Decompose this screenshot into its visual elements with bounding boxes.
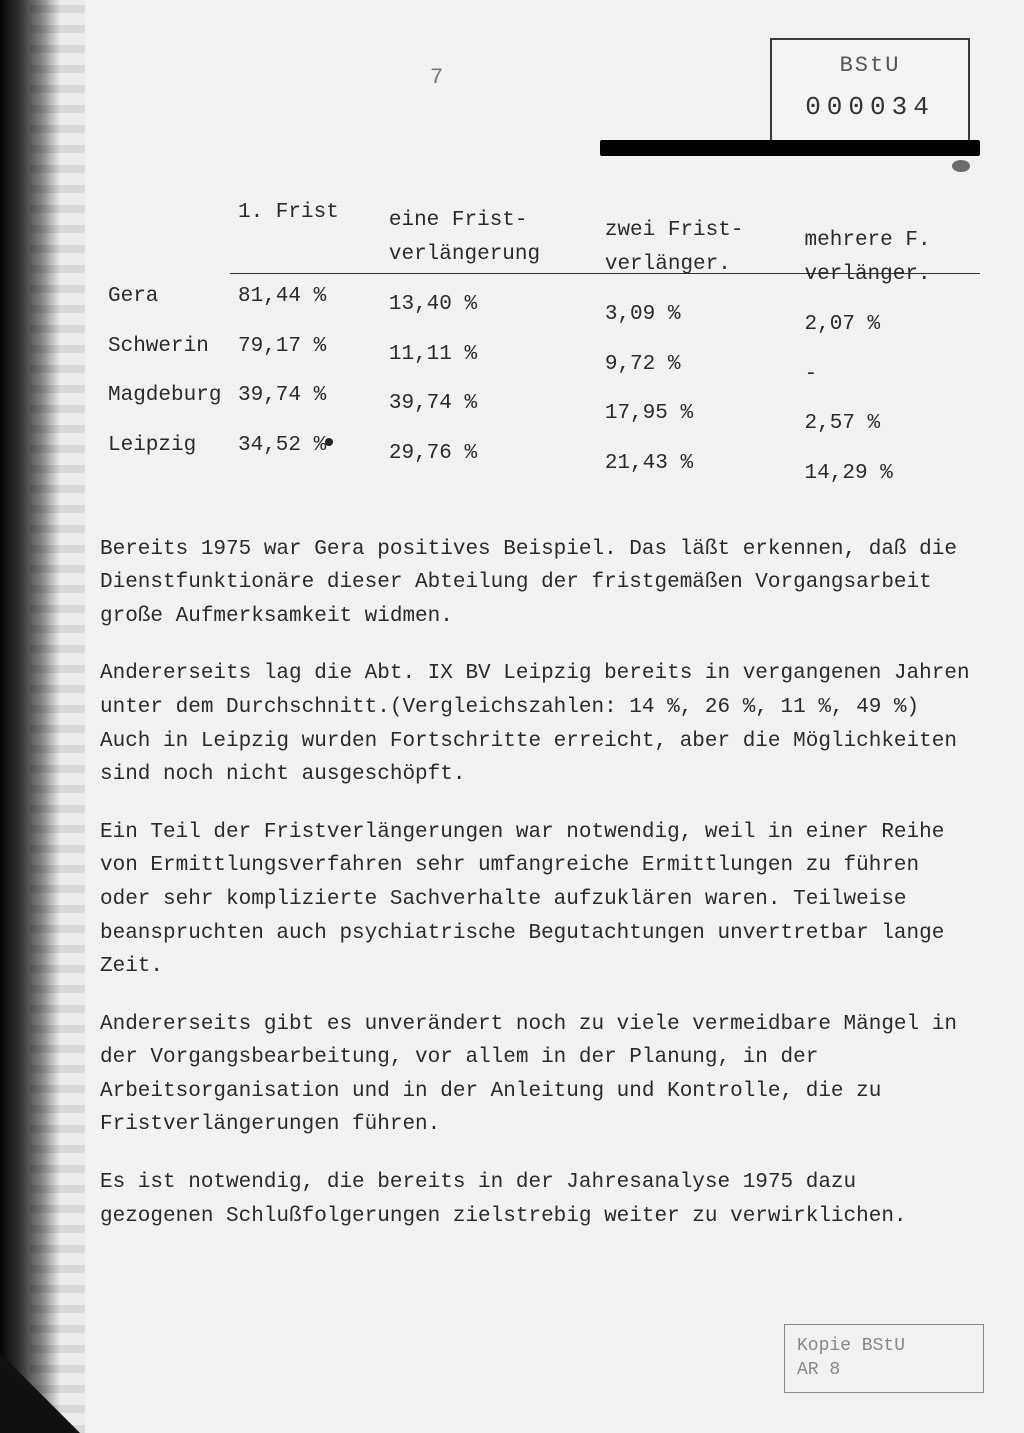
frist-table: 1. Frist eine Frist- verlängerung zwei F… <box>100 190 980 473</box>
cell: 39,74 % <box>381 381 597 431</box>
archive-stamp-top: BStU 000034 <box>770 38 970 145</box>
paragraph: Bereits 1975 war Gera positives Beispiel… <box>100 533 970 634</box>
cell: 13,40 % <box>381 282 597 332</box>
cell-city: Gera <box>100 274 230 324</box>
paragraph: Andererseits gibt es unverändert noch zu… <box>100 1008 970 1142</box>
paragraph: Andererseits lag die Abt. IX BV Leipzig … <box>100 657 970 791</box>
paragraph: Es ist notwendig, die bereits in der Jah… <box>100 1166 970 1233</box>
stamp-top-line2: 000034 <box>782 87 958 129</box>
stray-dot <box>325 438 333 446</box>
stamp-top-line1: BStU <box>782 48 958 83</box>
cell: 11,11 % <box>381 332 597 382</box>
th-empty <box>100 190 230 274</box>
cell: 2,57 % <box>797 401 980 451</box>
paragraph: Ein Teil der Fristverlängerungen war not… <box>100 816 970 984</box>
stamp-bottom-line1: Kopie BStU <box>797 1335 971 1358</box>
cell-city: Magdeburg <box>100 373 230 423</box>
cell: 39,74 % <box>230 373 381 423</box>
cell: 29,76 % <box>381 431 597 481</box>
redaction-bar <box>600 140 980 156</box>
cell: 2,07 % <box>797 302 980 352</box>
cell: 21,43 % <box>597 441 797 491</box>
cell: - <box>797 352 980 402</box>
th-frist1: 1. Frist <box>230 190 381 274</box>
cell: 14,29 % <box>797 451 980 501</box>
cell: 34,52 % <box>230 423 381 473</box>
cell: 3,09 % <box>597 292 797 342</box>
body-paragraphs: Bereits 1975 war Gera positives Beispiel… <box>100 533 970 1234</box>
cell: 17,95 % <box>597 391 797 441</box>
page-content: 7 BStU 000034 1. Frist eine Frist- verlä… <box>100 20 1000 1257</box>
cell-city: Leipzig <box>100 423 230 473</box>
cell: 79,17 % <box>230 324 381 374</box>
archive-stamp-bottom: Kopie BStU AR 8 <box>784 1324 984 1393</box>
th-eine: eine Frist- verlängerung <box>381 198 597 282</box>
cell: 9,72 % <box>597 342 797 392</box>
cell-city: Schwerin <box>100 324 230 374</box>
th-zwei: zwei Frist- verlänger. <box>597 208 797 292</box>
th-mehrere: mehrere F. verlänger. <box>797 218 980 302</box>
cell: 81,44 % <box>230 274 381 324</box>
page-number: 7 <box>430 60 447 95</box>
stamp-bottom-line2: AR 8 <box>797 1359 971 1382</box>
scan-left-edge <box>0 0 60 1433</box>
